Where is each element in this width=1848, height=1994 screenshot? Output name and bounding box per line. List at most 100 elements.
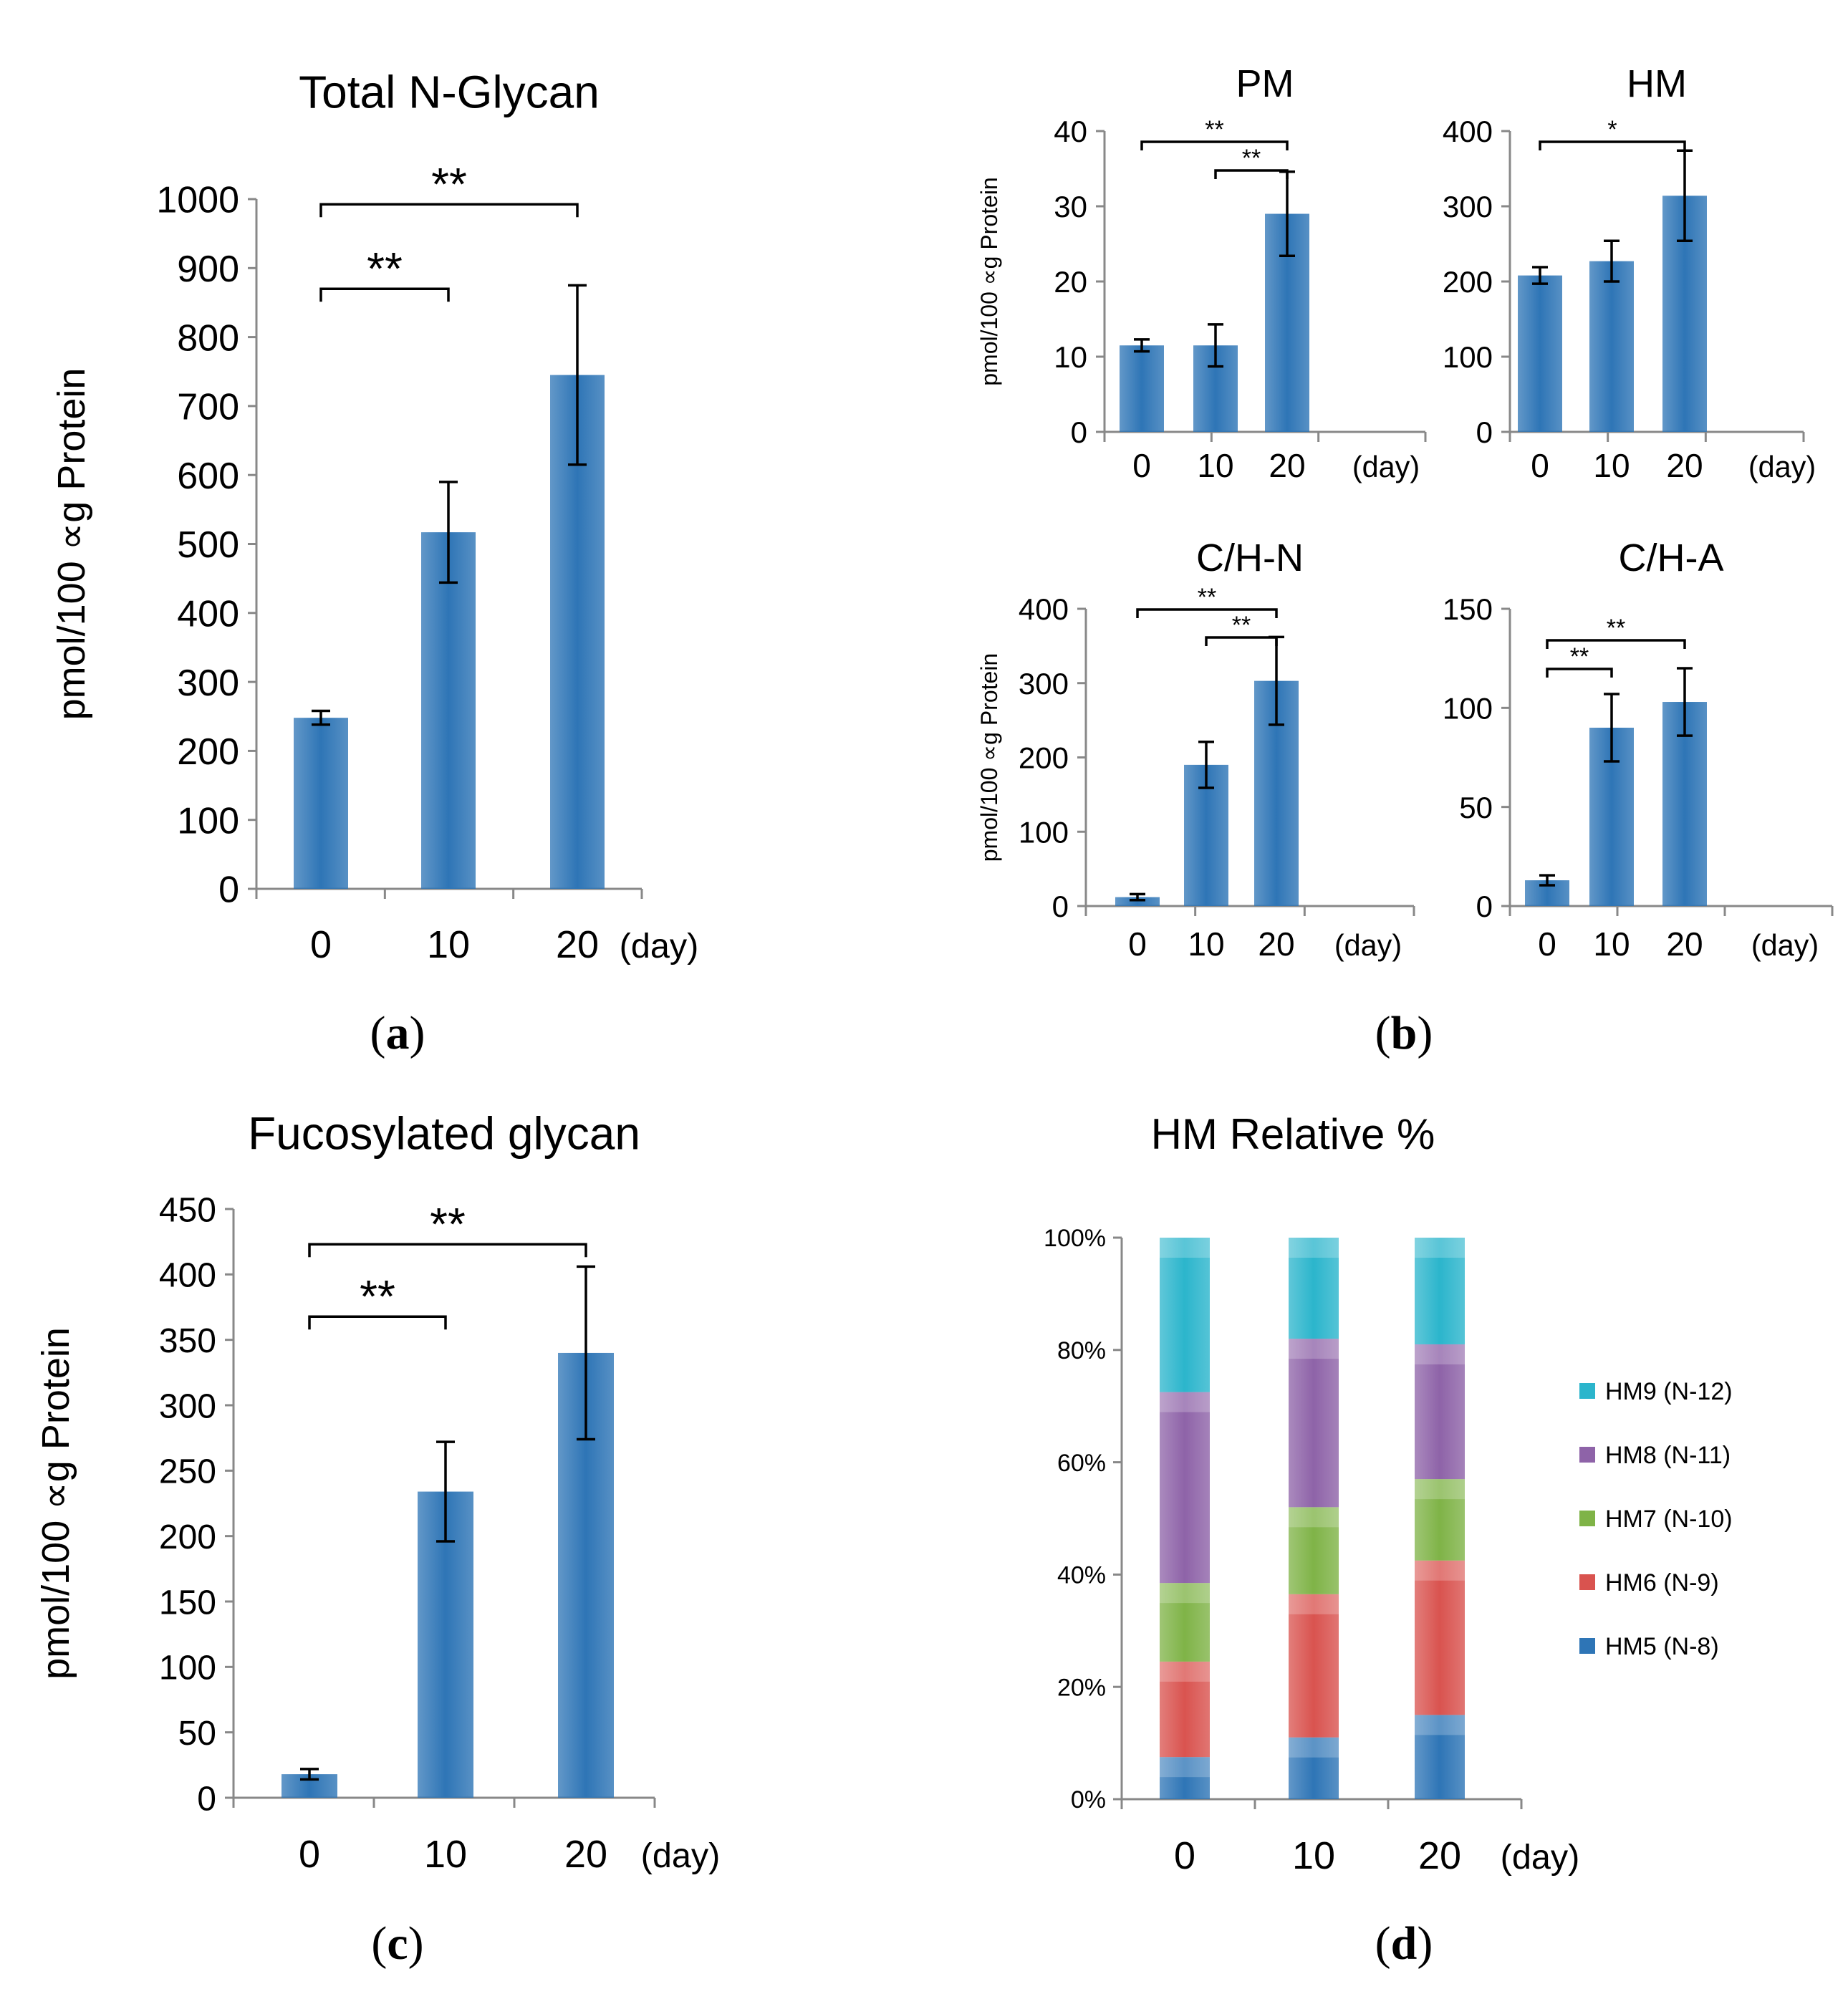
y-tick-label: 40 <box>1054 115 1087 148</box>
y-tick-label: 300 <box>177 663 239 704</box>
chart-title: C/H-A <box>1619 536 1724 579</box>
significance-bracket <box>1140 140 1289 150</box>
x-tick-label: 10 <box>1292 1834 1335 1877</box>
significance-bracket <box>1539 140 1686 150</box>
bar <box>1589 261 1634 432</box>
significance-label: ** <box>430 1198 466 1250</box>
y-tick-label: 500 <box>177 524 239 566</box>
y-tick-label: 800 <box>177 317 239 359</box>
stacked-segment-hm6 <box>1289 1594 1339 1738</box>
y-tick-label: 150 <box>1443 592 1493 626</box>
chart-title: HM <box>1627 62 1687 105</box>
significance-label: ** <box>360 1271 395 1322</box>
x-tick-label: 10 <box>1593 925 1630 963</box>
x-axis-unit-label: (day) <box>1352 451 1420 483</box>
significance-bracket <box>1214 169 1289 179</box>
panel-label-paren: ) <box>1417 1917 1433 1970</box>
panel-label-paren: ( <box>1375 1917 1391 1970</box>
bar <box>294 718 348 889</box>
y-axis-label: pmol/100 ∝g Protein <box>976 177 1002 385</box>
segment-highlight <box>1289 1339 1339 1359</box>
x-tick-label: 0 <box>1128 925 1147 963</box>
segment-highlight <box>1415 1560 1465 1581</box>
legend-label: HM7 (N-10) <box>1605 1506 1733 1533</box>
y-tick-label: 300 <box>159 1387 216 1425</box>
y-tick-label: 0 <box>1476 890 1493 923</box>
panel-label-paren: ) <box>1417 1007 1433 1059</box>
significance-bracket <box>1136 608 1278 618</box>
x-tick-label: 0 <box>1174 1834 1195 1877</box>
y-tick-label: 60% <box>1057 1450 1106 1477</box>
panel-label-paren: ( <box>1375 1007 1391 1059</box>
y-tick-label: 400 <box>1443 115 1493 148</box>
stacked-segment-hm6 <box>1160 1661 1210 1758</box>
x-tick-label: 10 <box>1197 447 1233 484</box>
chart-title: PM <box>1236 62 1294 105</box>
segment-highlight <box>1160 1757 1210 1778</box>
panel-a: Total N-Glycan01002003004005006007008009… <box>50 66 698 966</box>
y-tick-label: 50 <box>178 1715 216 1753</box>
legend-label: HM5 (N-8) <box>1605 1633 1719 1660</box>
x-tick-label: 20 <box>1269 447 1305 484</box>
x-tick-label: 0 <box>1538 925 1556 963</box>
significance-bracket <box>1205 636 1278 646</box>
y-tick-label: 10 <box>1054 340 1087 374</box>
panel-label-paren: ( <box>371 1917 387 1970</box>
chart-title: Fucosylated glycan <box>248 1107 640 1159</box>
significance-label: ** <box>1607 615 1625 642</box>
x-tick-label: 10 <box>1593 447 1630 484</box>
segment-highlight <box>1289 1238 1339 1258</box>
stacked-segment-hm7 <box>1160 1583 1210 1662</box>
y-axis-label: pmol/100 ∝g Protein <box>50 368 93 721</box>
y-tick-label: 0 <box>1071 415 1087 449</box>
y-tick-label: 0 <box>1052 890 1069 923</box>
legend-swatch-hm9 <box>1579 1383 1595 1399</box>
y-tick-label: 900 <box>177 249 239 290</box>
x-axis-unit-label: (day) <box>620 927 699 965</box>
y-tick-label: 300 <box>1019 667 1069 700</box>
panel-label: (b) <box>1375 1007 1433 1059</box>
chart-title: Total N-Glycan <box>299 66 600 117</box>
x-tick-label: 20 <box>1418 1834 1461 1877</box>
segment-highlight <box>1160 1238 1210 1258</box>
legend-label: HM9 (N-12) <box>1605 1378 1733 1405</box>
legend: HM9 (N-12) HM8 (N-11) HM7 (N-10) HM6 (N-9) H… <box>1579 1378 1733 1660</box>
panel-label-paren: ( <box>370 1007 386 1059</box>
y-tick-label: 100 <box>1443 691 1493 725</box>
significance-label: * <box>1607 116 1617 143</box>
stacked-segment-hm5 <box>1289 1737 1339 1799</box>
stacked-segment-hm7 <box>1289 1507 1339 1594</box>
y-tick-label: 200 <box>1443 265 1493 299</box>
y-tick-label: 600 <box>177 456 239 497</box>
stacked-segment-hm9 <box>1415 1238 1465 1344</box>
y-tick-label: 400 <box>159 1257 216 1295</box>
y-tick-label: 150 <box>159 1584 216 1622</box>
y-tick-label: 1000 <box>156 180 239 221</box>
legend-swatch-hm6 <box>1579 1574 1595 1590</box>
y-tick-label: 400 <box>177 594 239 635</box>
significance-label: ** <box>1570 643 1589 670</box>
chart-title: HM Relative % <box>1151 1110 1435 1158</box>
y-tick-label: 0 <box>218 870 239 911</box>
segment-highlight <box>1289 1507 1339 1528</box>
segment-highlight <box>1415 1479 1465 1500</box>
segment-highlight <box>1289 1594 1339 1614</box>
stacked-segment-hm8 <box>1289 1339 1339 1508</box>
y-axis-label: pmol/100 ∝g Protein <box>976 653 1002 862</box>
significance-label: ** <box>367 243 403 294</box>
significance-label: ** <box>1242 145 1261 172</box>
segment-highlight <box>1415 1344 1465 1364</box>
significance-bracket <box>1546 668 1613 678</box>
significance-bracket <box>1546 639 1686 649</box>
x-tick-label: 20 <box>1666 447 1703 484</box>
legend-swatch-hm7 <box>1579 1511 1595 1526</box>
stacked-segment-hm9 <box>1289 1238 1339 1339</box>
significance-label: ** <box>1205 116 1223 143</box>
x-tick-label: 20 <box>1666 925 1703 963</box>
significance-bracket <box>308 1315 447 1330</box>
x-axis-unit-label: (day) <box>1501 1838 1580 1877</box>
panel-label-letter: a <box>386 1007 410 1059</box>
x-tick-label: 10 <box>427 923 470 966</box>
legend-swatch-hm5 <box>1579 1638 1595 1654</box>
